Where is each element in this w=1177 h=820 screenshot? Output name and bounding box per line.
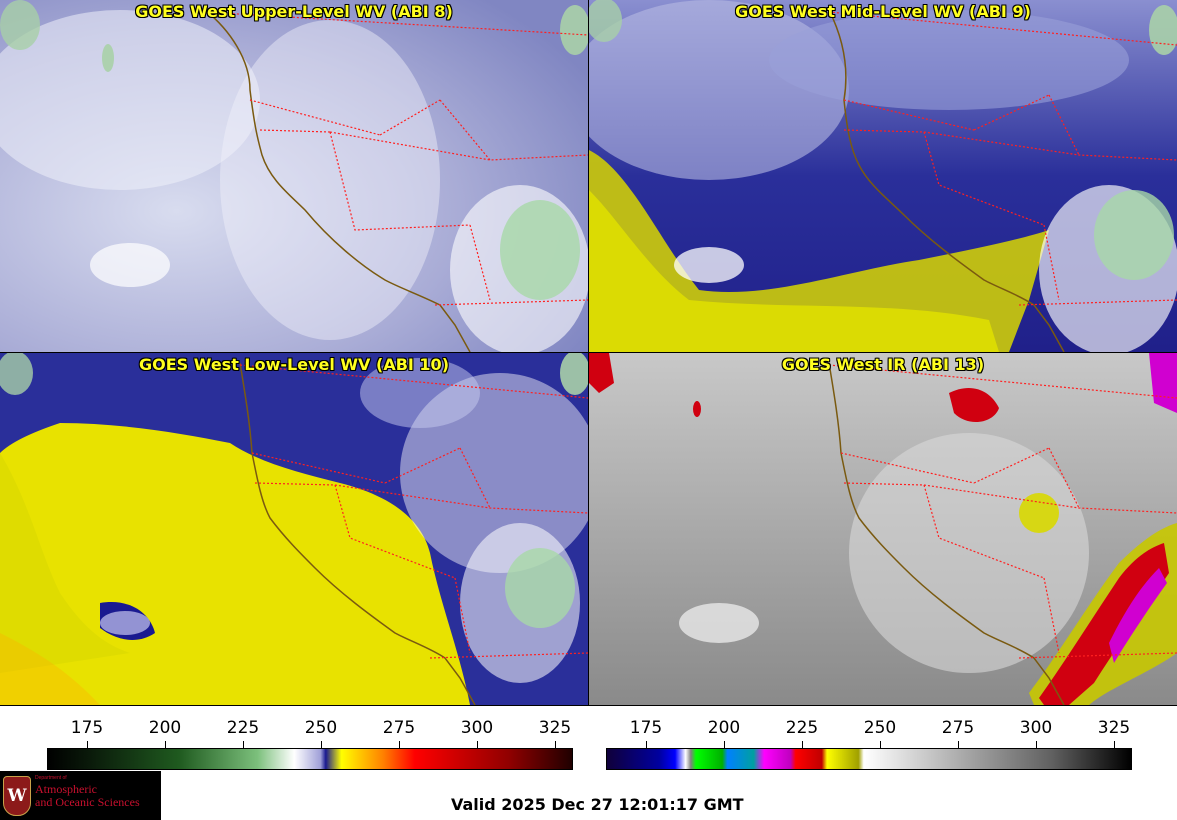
ir-tick-label: 250 (863, 718, 897, 738)
ir-tick (646, 741, 647, 748)
panel-title: GOES West Mid-Level WV (ABI 9) (735, 2, 1031, 21)
logo-department: Department of (35, 775, 67, 781)
wv-tick-label: 325 (538, 718, 572, 738)
wv-tick-label: 200 (148, 718, 182, 738)
ir-colorbar (606, 748, 1132, 770)
ir-image (589, 353, 1177, 705)
low-level-wv-panel: GOES West Low-Level WV (ABI 10) (0, 353, 588, 705)
mid-level-wv-image (589, 0, 1177, 352)
wv-tick-label: 175 (70, 718, 104, 738)
ir-tick-label: 225 (785, 718, 819, 738)
mid-level-wv-panel: GOES West Mid-Level WV (ABI 9) (589, 0, 1177, 352)
panel-title: GOES West IR (ABI 13) (781, 355, 985, 374)
wv-tick (555, 741, 556, 748)
ir-tick-label: 300 (1019, 718, 1053, 738)
wv-tick-label: 225 (226, 718, 260, 738)
wv-colorbar (47, 748, 573, 770)
wv-tick (321, 741, 322, 748)
ir-tick-label: 200 (707, 718, 741, 738)
ir-panel: GOES West IR (ABI 13) (589, 353, 1177, 705)
ir-tick (1114, 741, 1115, 748)
wv-tick (477, 741, 478, 748)
valid-time: Valid 2025 Dec 27 12:01:17 GMT (451, 795, 744, 814)
wv-tick (243, 741, 244, 748)
low-level-wv-image (0, 353, 588, 705)
uw-crest-icon: W (3, 776, 31, 816)
panel-bottom-border (0, 705, 1177, 706)
wv-tick-label: 250 (304, 718, 338, 738)
ir-tick (1036, 741, 1037, 748)
upper-level-wv-image (0, 0, 588, 352)
ir-tick (880, 741, 881, 748)
aos-logo[interactable]: W Department of Atmospheric and Oceanic … (0, 771, 161, 820)
ir-tick (958, 741, 959, 748)
ir-tick (802, 741, 803, 748)
wv-tick (399, 741, 400, 748)
ir-tick (724, 741, 725, 748)
wv-tick (87, 741, 88, 748)
wv-tick-label: 300 (460, 718, 494, 738)
ir-tick-label: 325 (1097, 718, 1131, 738)
wv-tick-label: 275 (382, 718, 416, 738)
logo-name: Atmospheric and Oceanic Sciences (35, 782, 140, 809)
panel-title: GOES West Low-Level WV (ABI 10) (138, 355, 449, 374)
panel-title: GOES West Upper-Level WV (ABI 8) (135, 2, 453, 21)
upper-level-wv-panel: GOES West Upper-Level WV (ABI 8) (0, 0, 588, 352)
ir-tick-label: 275 (941, 718, 975, 738)
ir-tick-label: 175 (629, 718, 663, 738)
panel-divider-horizontal (0, 352, 1177, 353)
wv-tick (165, 741, 166, 748)
